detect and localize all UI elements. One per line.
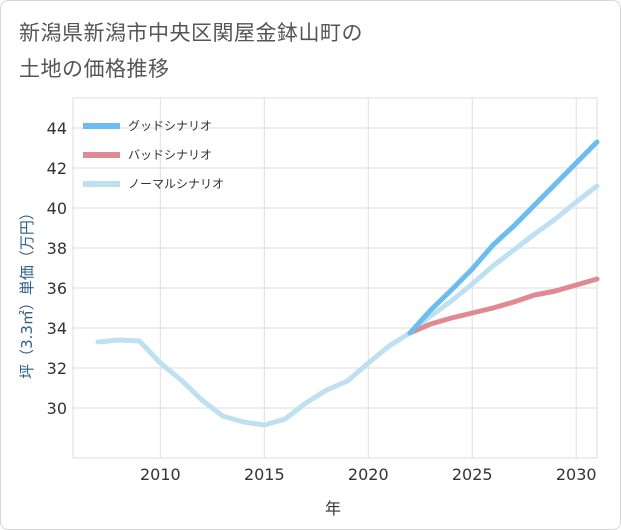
- chart-title: 新潟県新潟市中央区関屋金鉢山町の 土地の価格推移: [19, 15, 539, 87]
- series-line-good: [407, 139, 600, 336]
- y-tick-label: 34: [47, 319, 67, 338]
- grid: [72, 97, 598, 459]
- chart-title-line1: 新潟県新潟市中央区関屋金鉢山町の: [19, 21, 363, 45]
- y-tick-label: 36: [47, 279, 67, 298]
- y-axis-label: 坪（3.3㎡）単価（万円）: [18, 205, 36, 379]
- series-lines: [95, 139, 600, 428]
- x-tick-label: 2030: [556, 465, 597, 484]
- x-tick-label: 2025: [452, 465, 493, 484]
- y-tick-label: 30: [47, 399, 67, 418]
- y-tick-label: 38: [47, 239, 67, 258]
- y-tick-label: 32: [47, 359, 67, 378]
- x-tick-labels: 2010 2015 2020 2025 2030: [140, 465, 597, 484]
- x-axis-label: 年: [325, 499, 341, 518]
- legend-label-normal: ノーマルシナリオ: [128, 177, 224, 191]
- y-tick-labels: 30 32 34 36 38 40 42 44: [47, 119, 67, 418]
- x-tick-label: 2020: [348, 465, 389, 484]
- x-tick-label: 2010: [140, 465, 181, 484]
- y-tick-label: 42: [47, 159, 67, 178]
- x-tick-label: 2015: [244, 465, 285, 484]
- series-line-normal: [95, 183, 600, 428]
- legend-label-good: グッドシナリオ: [128, 119, 212, 133]
- series-line-bad: [407, 276, 600, 336]
- legend-label-bad: バッドシナリオ: [128, 148, 212, 162]
- chart-title-line2: 土地の価格推移: [19, 57, 170, 81]
- y-tick-label: 40: [47, 199, 67, 218]
- y-tick-label: 44: [47, 119, 67, 138]
